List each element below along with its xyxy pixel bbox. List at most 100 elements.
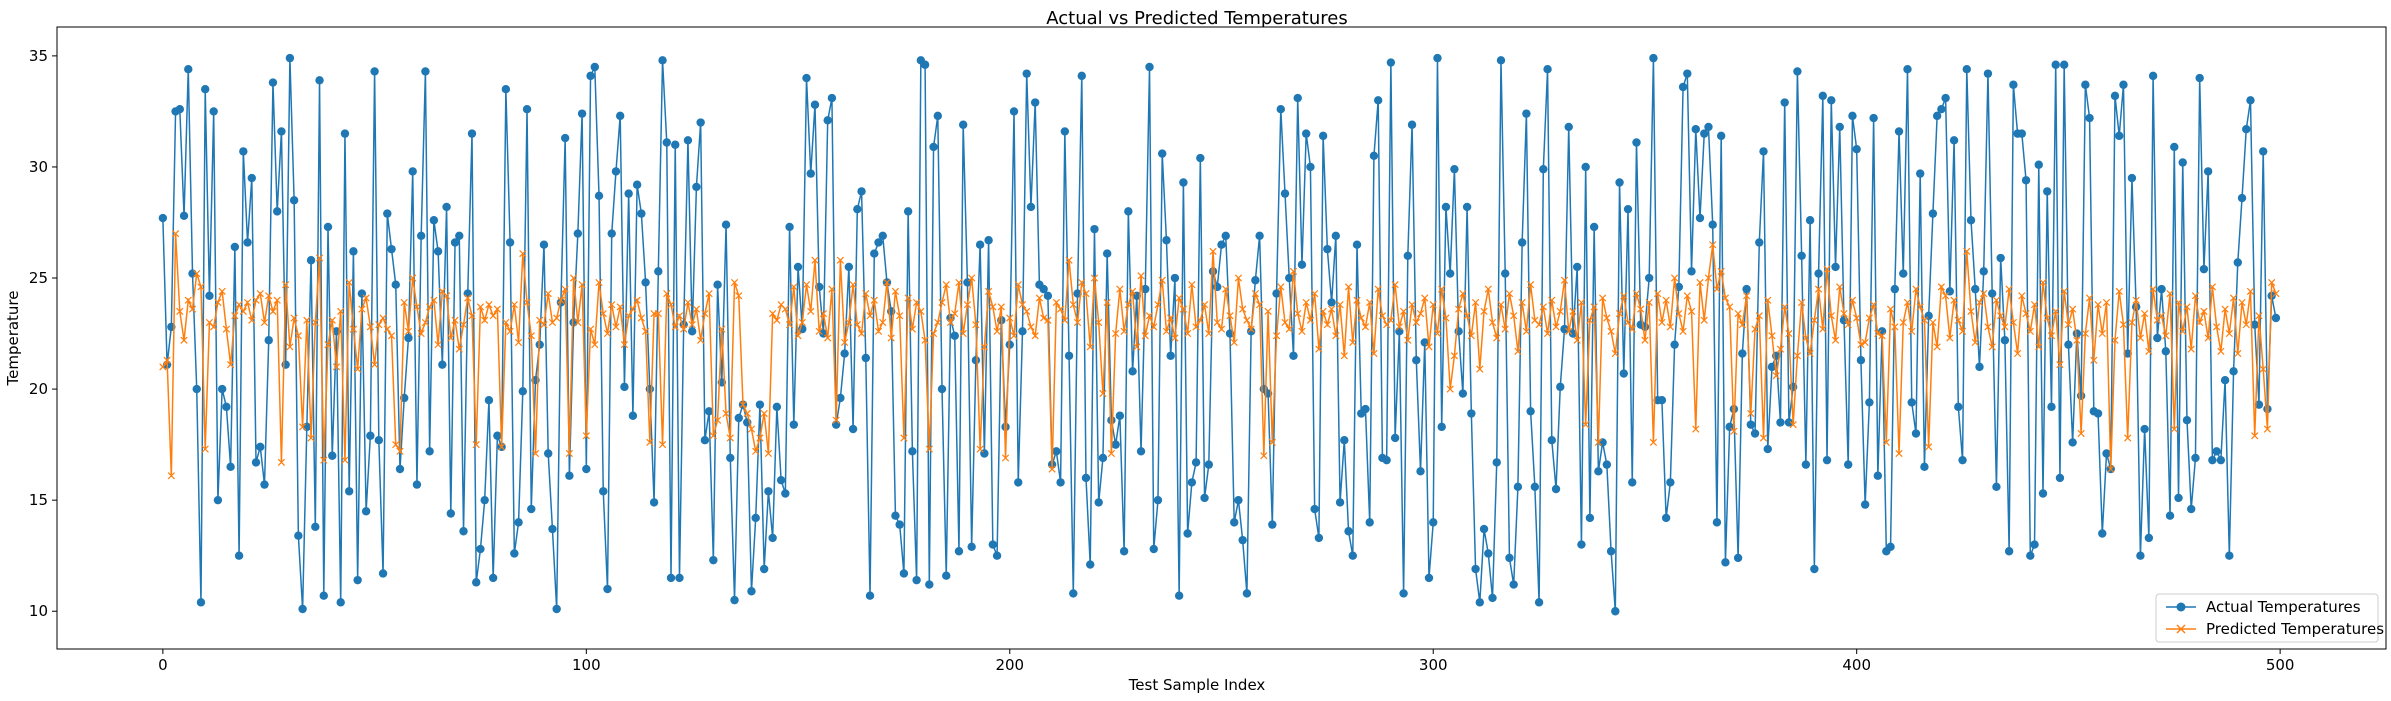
legend-actual-marker xyxy=(2176,602,2186,612)
actual-point xyxy=(1191,458,1201,467)
actual-point xyxy=(2178,158,2187,167)
predicted-point xyxy=(2128,318,2136,327)
predicted-point xyxy=(1899,318,1907,327)
predicted-point xyxy=(722,409,730,418)
actual-point xyxy=(1323,244,1332,254)
predicted-point xyxy=(2183,303,2191,311)
predicted-point xyxy=(853,321,861,329)
actual-point xyxy=(1958,455,1967,465)
actual-point xyxy=(611,167,621,176)
predicted-point xyxy=(739,401,747,409)
predicted-point xyxy=(1603,314,1611,322)
chart-title: Actual vs Predicted Temperatures xyxy=(1046,8,1347,29)
actual-point xyxy=(370,67,379,76)
predicted-point xyxy=(2234,349,2242,358)
predicted-point xyxy=(1323,321,1331,329)
actual-point xyxy=(1801,460,1811,469)
actual-point xyxy=(1827,96,1836,105)
y-tick-label: 15 xyxy=(29,491,48,509)
predicted-point xyxy=(989,303,997,311)
predicted-point xyxy=(514,338,523,347)
actual-point xyxy=(1276,104,1285,114)
actual-point xyxy=(412,480,422,489)
actual-point xyxy=(1077,71,1086,81)
actual-point xyxy=(2034,160,2043,169)
actual-point xyxy=(1412,356,1421,365)
predicted-point xyxy=(785,321,794,329)
predicted-point xyxy=(1014,281,1022,289)
actual-point xyxy=(1941,93,1950,103)
predicted-point xyxy=(1035,294,1044,302)
predicted-point xyxy=(1209,247,1217,255)
predicted-point xyxy=(1988,343,1996,351)
actual-point xyxy=(2271,313,2281,323)
actual-point xyxy=(2055,473,2065,483)
predicted-point xyxy=(1226,312,1234,320)
actual-point xyxy=(971,356,981,365)
predicted-point xyxy=(955,278,963,287)
predicted-point xyxy=(764,449,773,458)
predicted-point xyxy=(311,318,319,327)
actual-point xyxy=(1285,273,1294,283)
predicted-point xyxy=(1675,309,1683,318)
actual-point xyxy=(315,76,324,85)
actual-point xyxy=(781,489,790,498)
actual-point xyxy=(1081,473,1091,483)
actual-point xyxy=(1086,560,1095,569)
predicted-point xyxy=(345,278,353,287)
predicted-point xyxy=(781,305,789,313)
predicted-point xyxy=(2043,314,2051,322)
predicted-point xyxy=(392,441,400,449)
predicted-point xyxy=(2073,336,2081,344)
actual-point xyxy=(912,575,921,585)
predicted-point xyxy=(201,445,209,453)
predicted-point xyxy=(1306,316,1315,324)
predicted-point xyxy=(2013,349,2022,358)
actual-point xyxy=(205,291,214,300)
predicted-point xyxy=(2077,429,2085,438)
predicted-point xyxy=(2149,285,2157,293)
predicted-point xyxy=(2145,347,2153,355)
predicted-point xyxy=(2094,301,2102,309)
actual-point xyxy=(1162,236,1171,245)
actual-point xyxy=(2242,124,2251,134)
actual-point xyxy=(1860,500,1870,509)
predicted-point xyxy=(1061,316,1069,324)
actual-point xyxy=(1966,216,1976,225)
predicted-point xyxy=(1518,298,1526,307)
actual-point xyxy=(2199,264,2209,274)
predicted-point xyxy=(1781,303,1789,311)
predicted-point xyxy=(980,343,988,351)
actual-point xyxy=(1568,329,1578,338)
predicted-point xyxy=(1141,332,1149,340)
actual-point xyxy=(2102,449,2111,458)
actual-point xyxy=(713,280,722,289)
actual-point xyxy=(958,120,968,129)
y-tick-label: 10 xyxy=(29,602,48,620)
predicted-point xyxy=(1802,334,1810,342)
actual-point xyxy=(239,147,248,156)
actual-point xyxy=(1687,267,1696,276)
actual-point xyxy=(967,542,976,552)
actual-point xyxy=(992,551,1002,560)
predicted-point xyxy=(413,303,421,311)
actual-point xyxy=(2182,415,2192,425)
actual-point xyxy=(810,100,820,109)
actual-point xyxy=(1831,262,1840,272)
predicted-point xyxy=(1865,314,1874,322)
actual-point xyxy=(1501,269,1510,278)
predicted-point xyxy=(1399,307,1408,315)
actual-point xyxy=(408,167,417,176)
predicted-point xyxy=(540,321,548,329)
predicted-point xyxy=(946,318,955,327)
actual-point xyxy=(1928,209,1938,218)
predicted-point xyxy=(743,409,751,418)
actual-point xyxy=(2229,367,2238,376)
predicted-point xyxy=(2039,278,2047,287)
predicted-point xyxy=(320,456,328,464)
predicted-point xyxy=(2081,329,2089,338)
predicted-point xyxy=(1243,316,1251,324)
predicted-point xyxy=(2187,345,2195,353)
actual-point xyxy=(950,331,959,340)
actual-point xyxy=(1721,558,1730,567)
